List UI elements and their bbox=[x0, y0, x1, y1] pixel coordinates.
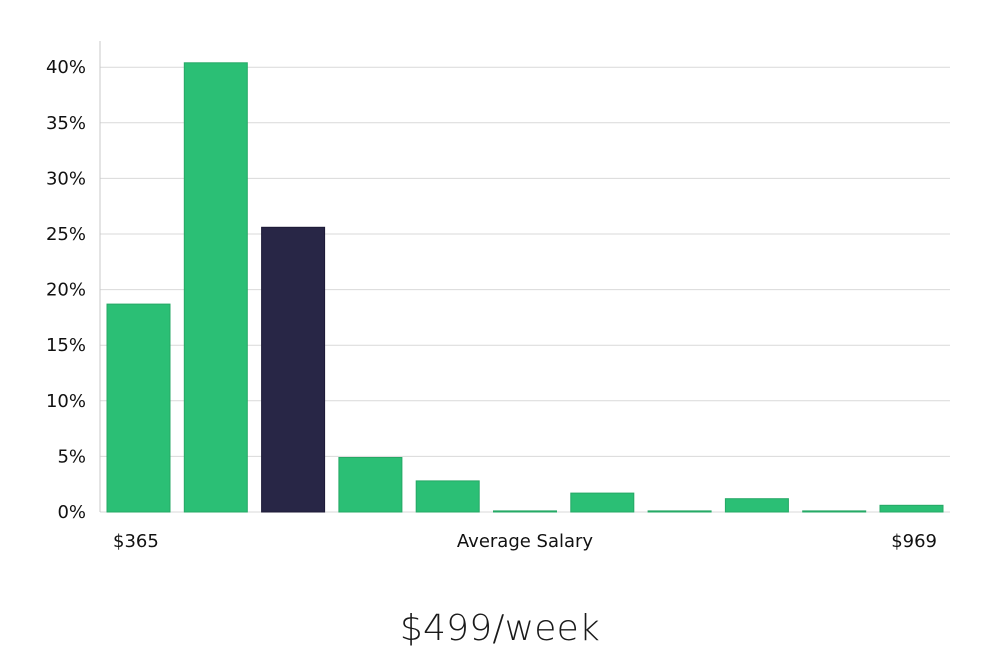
y-tick-label: 15% bbox=[46, 335, 86, 356]
y-tick-label: 30% bbox=[46, 168, 86, 189]
histogram-bar bbox=[802, 510, 867, 513]
histogram-bar bbox=[493, 510, 557, 513]
histogram-bar bbox=[570, 492, 635, 513]
y-tick-label: 20% bbox=[46, 280, 86, 301]
histogram-bar bbox=[106, 303, 171, 513]
histogram-bar bbox=[724, 498, 789, 513]
y-tick-label: 5% bbox=[57, 446, 86, 467]
x-axis-min-label: $365 bbox=[113, 531, 159, 552]
histogram-bars bbox=[106, 62, 944, 513]
histogram-bar bbox=[879, 504, 944, 513]
histogram-bar bbox=[183, 62, 248, 513]
y-tick-label: 25% bbox=[46, 224, 86, 245]
histogram-bar bbox=[415, 480, 480, 513]
y-tick-label: 10% bbox=[46, 391, 86, 412]
average-salary-headline: $499/week bbox=[399, 608, 601, 649]
y-tick-label: 0% bbox=[57, 502, 86, 523]
y-tick-label: 40% bbox=[46, 57, 86, 78]
y-tick-label: 35% bbox=[46, 113, 86, 134]
histogram-bar-highlighted bbox=[261, 226, 326, 513]
histogram-bar bbox=[338, 457, 403, 513]
salary-histogram-chart: 0% 5% 10% 15% 20% 25% 30% 35% 40% $365 Average S… bbox=[46, 40, 950, 552]
histogram-bar bbox=[647, 510, 712, 513]
x-axis-label: Average Salary bbox=[457, 531, 594, 552]
x-axis-max-label: $969 bbox=[891, 531, 937, 552]
y-axis-tick-labels: 0% 5% 10% 15% 20% 25% 30% 35% 40% bbox=[46, 57, 86, 523]
